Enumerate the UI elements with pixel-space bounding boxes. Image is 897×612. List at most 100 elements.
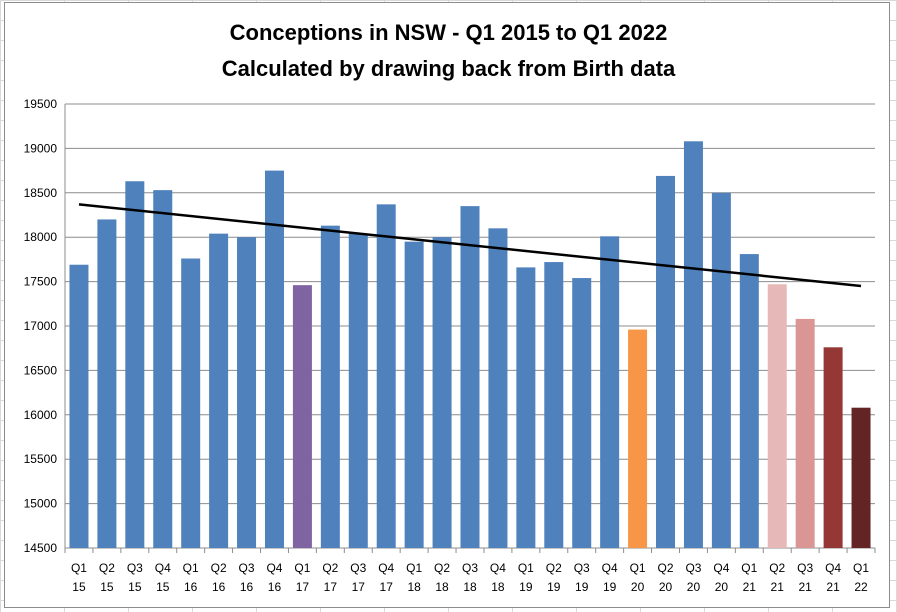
y-tick-label: 18000 xyxy=(24,230,58,244)
bar-20 xyxy=(628,329,648,548)
bar-0 xyxy=(69,264,89,548)
bar-7 xyxy=(264,170,284,548)
x-tick-label-quarter: Q3 xyxy=(239,561,255,575)
x-tick-label-quarter: Q2 xyxy=(99,561,115,575)
x-tick-label-year: 20 xyxy=(687,580,701,594)
x-tick-label-year: 17 xyxy=(352,580,366,594)
x-tick-label-quarter: Q1 xyxy=(630,561,646,575)
bar-17 xyxy=(544,262,564,548)
x-tick-label-quarter: Q4 xyxy=(713,561,729,575)
bar-13 xyxy=(432,237,452,548)
x-tick-label-quarter: Q2 xyxy=(434,561,450,575)
y-tick-label: 17500 xyxy=(24,275,58,289)
bar-6 xyxy=(237,237,257,548)
x-tick-label-year: 20 xyxy=(659,580,673,594)
x-tick-label-quarter: Q1 xyxy=(183,561,199,575)
x-tick-label-quarter: Q3 xyxy=(574,561,590,575)
x-tick-label-quarter: Q1 xyxy=(71,561,87,575)
y-tick-label: 19500 xyxy=(24,97,58,111)
x-tick-label-year: 15 xyxy=(156,580,170,594)
x-tick-label-year: 21 xyxy=(826,580,840,594)
bar-26 xyxy=(795,318,815,548)
bar-21 xyxy=(656,175,676,549)
y-tick-label: 16500 xyxy=(24,363,58,377)
x-tick-label-year: 17 xyxy=(324,580,338,594)
x-tick-label-year: 15 xyxy=(100,580,114,594)
x-tick-label-quarter: Q1 xyxy=(294,561,310,575)
x-tick-label-quarter: Q3 xyxy=(127,561,143,575)
x-tick-label-year: 16 xyxy=(184,580,198,594)
x-tick-label-year: 20 xyxy=(631,580,645,594)
y-tick-label: 14500 xyxy=(24,541,58,555)
x-tick-label-year: 19 xyxy=(519,580,533,594)
bar-8 xyxy=(292,285,312,548)
x-tick-label-year: 20 xyxy=(715,580,729,594)
x-tick-label-quarter: Q1 xyxy=(518,561,534,575)
x-tick-label-quarter: Q2 xyxy=(769,561,785,575)
x-tick-label-year: 18 xyxy=(407,580,421,594)
bar-23 xyxy=(711,192,731,549)
x-tick-label-year: 15 xyxy=(128,580,142,594)
chart-title: Conceptions in NSW - Q1 2015 to Q1 2022 xyxy=(229,20,668,45)
y-tick-label: 16000 xyxy=(24,408,58,422)
x-tick-label-year: 19 xyxy=(603,580,617,594)
bar-19 xyxy=(600,236,620,548)
trendline xyxy=(78,203,862,288)
x-tick-label-quarter: Q4 xyxy=(490,561,506,575)
bar-3 xyxy=(153,190,173,549)
bar-9 xyxy=(320,225,340,548)
x-tick-label-quarter: Q1 xyxy=(741,561,757,575)
bar-25 xyxy=(767,284,787,548)
bar-24 xyxy=(739,254,759,548)
bar-22 xyxy=(683,141,703,548)
x-tick-label-quarter: Q1 xyxy=(853,561,869,575)
chart-subtitle: Calculated by drawing back from Birth da… xyxy=(221,56,676,81)
x-tick-label-year: 17 xyxy=(296,580,310,594)
y-tick-label: 17000 xyxy=(24,319,58,333)
bar-27 xyxy=(823,347,843,548)
bar-4 xyxy=(181,258,201,548)
x-tick-label-year: 16 xyxy=(268,580,282,594)
x-tick-label-quarter: Q4 xyxy=(378,561,394,575)
bar-16 xyxy=(516,267,536,548)
x-tick-label-quarter: Q2 xyxy=(322,561,338,575)
x-tick-label-quarter: Q2 xyxy=(658,561,674,575)
x-tick-label-year: 19 xyxy=(547,580,561,594)
bar-10 xyxy=(348,233,368,548)
x-tick-label-quarter: Q4 xyxy=(825,561,841,575)
bar-28 xyxy=(851,407,871,548)
y-tick-label: 18500 xyxy=(24,186,58,200)
x-tick-label-year: 18 xyxy=(435,580,449,594)
x-tick-label-quarter: Q2 xyxy=(211,561,227,575)
x-tick-label-year: 17 xyxy=(380,580,394,594)
x-tick-label-quarter: Q3 xyxy=(462,561,478,575)
x-tick-label-quarter: Q3 xyxy=(685,561,701,575)
x-tick-label-quarter: Q4 xyxy=(155,561,171,575)
x-tick-label-quarter: Q4 xyxy=(602,561,618,575)
x-tick-label-year: 18 xyxy=(491,580,505,594)
x-tick-label-quarter: Q2 xyxy=(546,561,562,575)
x-tick-label-quarter: Q3 xyxy=(350,561,366,575)
x-tick-label-year: 21 xyxy=(743,580,757,594)
y-tick-label: 19000 xyxy=(24,141,58,155)
x-tick-label-year: 16 xyxy=(240,580,254,594)
x-tick-label-year: 22 xyxy=(854,580,868,594)
bar-5 xyxy=(209,233,229,548)
x-tick-label-year: 18 xyxy=(463,580,477,594)
bar-18 xyxy=(572,278,592,548)
bar-15 xyxy=(488,228,508,548)
x-tick-label-year: 15 xyxy=(72,580,86,594)
x-tick-label-year: 21 xyxy=(771,580,785,594)
y-tick-label: 15500 xyxy=(24,452,58,466)
bar-11 xyxy=(376,204,396,548)
y-tick-label: 15000 xyxy=(24,497,58,511)
x-tick-label-quarter: Q3 xyxy=(797,561,813,575)
x-tick-label-quarter: Q4 xyxy=(266,561,282,575)
x-tick-label-year: 19 xyxy=(575,580,589,594)
bar-2 xyxy=(125,181,145,549)
bar-14 xyxy=(460,206,480,548)
x-tick-label-quarter: Q1 xyxy=(406,561,422,575)
bar-1 xyxy=(97,219,117,548)
bar-12 xyxy=(404,241,424,548)
